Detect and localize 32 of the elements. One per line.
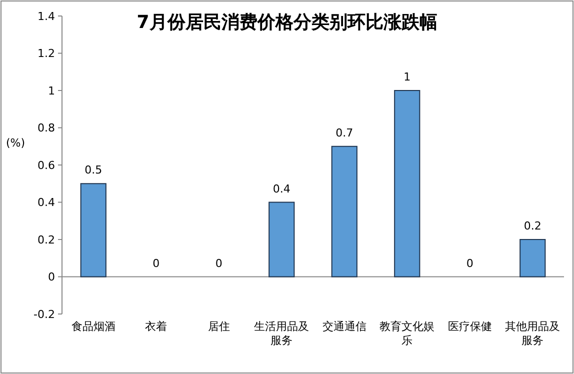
x-tick-label: 居住 [208,320,230,333]
y-tick-label: 0 [48,270,55,284]
bar [520,239,546,278]
y-tick-label: -0.2 [34,308,55,321]
bar [331,146,358,278]
x-tick-label: 食品烟酒 [71,320,116,333]
x-tick-label: 医疗保健 [448,320,492,333]
x-tick-label: 交通通信 [322,320,366,333]
data-label: 0.5 [84,164,102,177]
y-tick-label: 0.6 [38,158,55,172]
x-tick-label: 生活用品及服务 [254,320,310,347]
y-tick-label: 1.2 [38,47,55,60]
data-label: 0.7 [336,126,354,140]
y-tick-label: 0.2 [38,233,55,246]
bar [394,90,420,278]
data-label: 1 [404,70,411,84]
x-tick-label: 其他用品及服务 [505,320,560,347]
x-tick-label: 教育文化娱乐 [380,320,435,347]
data-label: 0 [466,256,474,270]
data-label: 0 [215,256,222,270]
bar [80,183,106,278]
data-label: 0.4 [272,182,290,196]
y-tick-label: 0.4 [38,196,55,210]
x-tick-label: 衣着 [145,320,168,333]
y-tick-label: 0.8 [38,122,55,135]
y-tick-label: 1 [48,84,55,98]
y-tick-label: 1.4 [38,10,55,23]
y-axis-title: (%) [6,136,26,150]
data-label: 0.2 [524,220,542,232]
bar [268,202,295,278]
data-label: 0 [152,256,160,270]
chart-title: 7月份居民消费价格分类别环比涨跌幅 [136,12,438,33]
